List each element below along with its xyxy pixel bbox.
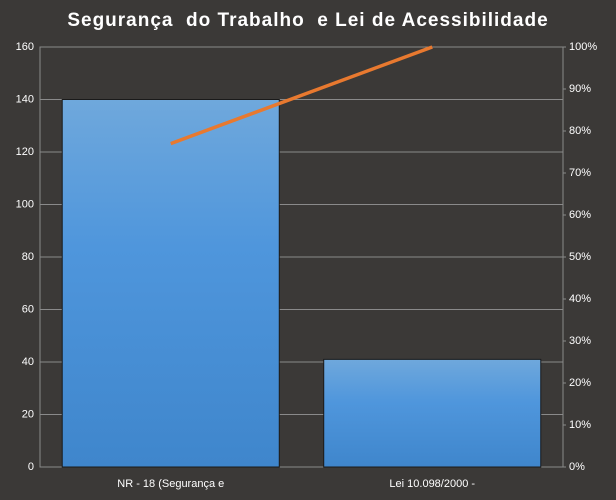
y2-tick-label: 60% [569,209,591,221]
y2-tick-label: 20% [569,377,591,389]
chart-title: Segurança do Trabalho e Lei de Acessibil… [67,10,548,31]
y-tick-label: 40 [22,356,34,368]
y-tick-label: 80 [22,251,34,263]
y-tick-label: 100 [16,198,34,210]
y-tick-label: 120 [16,146,34,158]
y-tick-label: 160 [16,41,34,53]
y2-tick-label: 50% [569,251,591,263]
y2-tick-label: 70% [569,167,591,179]
bar [323,358,542,468]
x-tick-label: NR - 18 (Segurança e [117,478,224,490]
y-tick-label: 60 [22,303,34,315]
y-tick-label: 20 [22,408,34,420]
plot-frame [39,46,564,468]
y2-tick-label: 90% [569,83,591,95]
y2-tick-label: 80% [569,125,591,137]
y2-tick-label: 0% [569,461,585,473]
x-tick-label: Lei 10.098/2000 - [389,478,475,490]
y-tick-label: 0 [28,461,34,473]
y2-tick-label: 10% [569,419,591,431]
y-tick-label: 140 [16,93,34,105]
bar [61,99,280,468]
y2-tick-label: 40% [569,293,591,305]
y2-tick-label: 30% [569,335,591,347]
line [170,45,433,146]
y2-tick-label: 100% [569,41,597,53]
